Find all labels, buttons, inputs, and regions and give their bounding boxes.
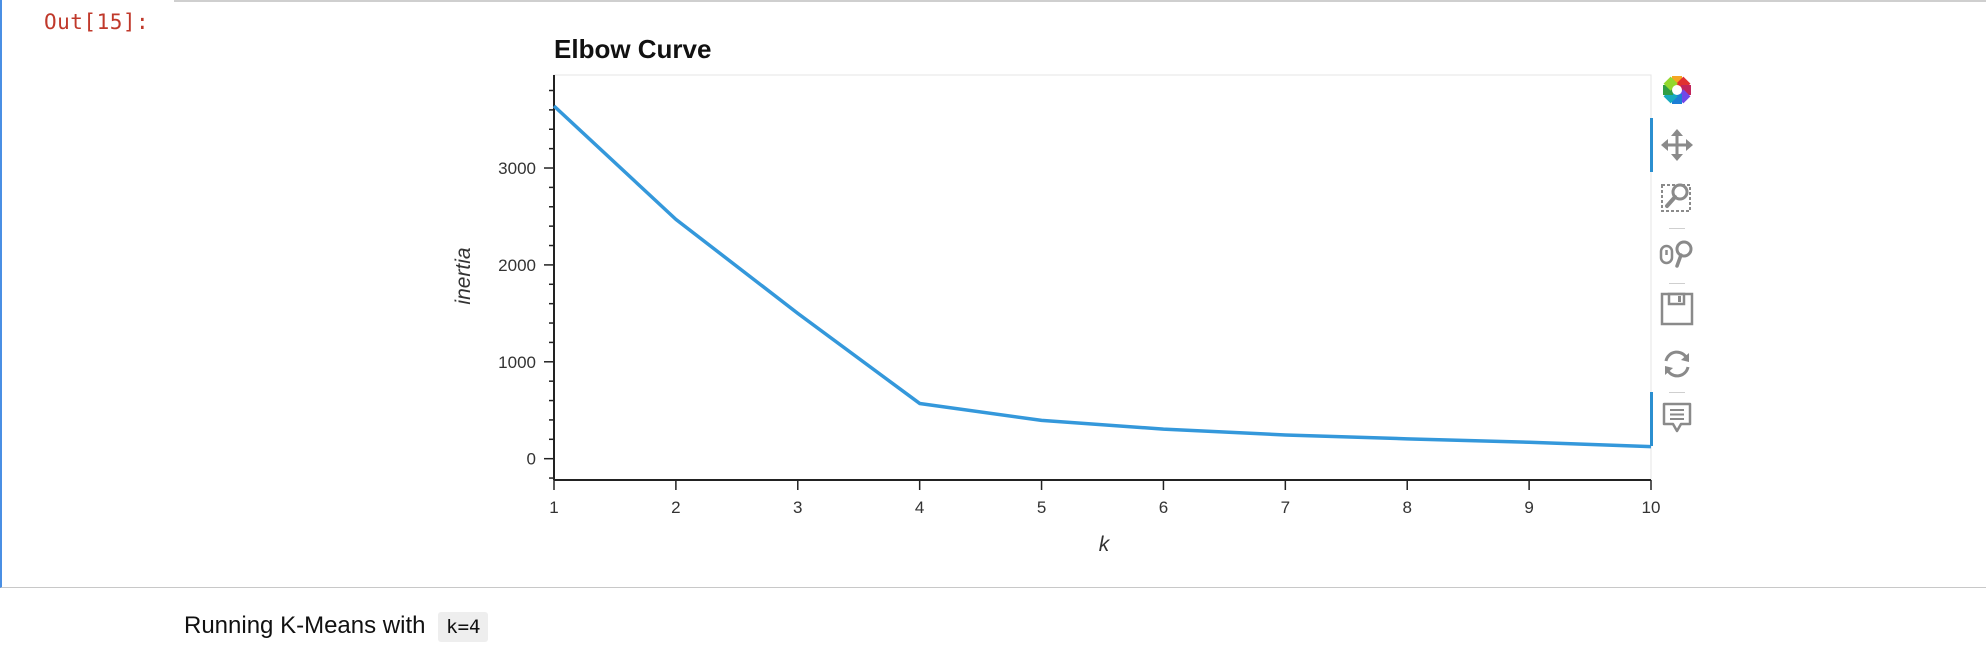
x-axis-label: k bbox=[1099, 533, 1111, 556]
reset-icon[interactable] bbox=[1658, 344, 1696, 384]
active-inspect-indicator bbox=[1650, 392, 1653, 446]
output-prompt: Out[15]: bbox=[44, 10, 150, 34]
active-drag-indicator bbox=[1650, 118, 1653, 172]
x-tick-label: 5 bbox=[1037, 498, 1046, 517]
toolbar-separator bbox=[1669, 392, 1685, 393]
y-tick-label: 3000 bbox=[498, 159, 536, 178]
x-tick-label: 1 bbox=[549, 498, 558, 517]
pan-icon[interactable] bbox=[1658, 125, 1696, 165]
markdown-cell: Running K-Means with k=4 bbox=[184, 612, 489, 642]
toolbar-separator bbox=[1669, 283, 1685, 284]
inline-code: k=4 bbox=[438, 612, 489, 642]
x-axis: 1 2 3 4 5 6 7 8 9 10 bbox=[549, 479, 1661, 517]
data-point bbox=[1527, 440, 1531, 444]
data-point bbox=[674, 217, 678, 221]
y-axis-label: inertia bbox=[452, 247, 475, 304]
x-tick-label: 6 bbox=[1159, 498, 1168, 517]
box-zoom-icon[interactable] bbox=[1658, 177, 1696, 217]
hover-icon[interactable] bbox=[1658, 398, 1696, 438]
data-point bbox=[1161, 427, 1165, 431]
output-area-border bbox=[174, 0, 1986, 2]
chart-title: Elbow Curve bbox=[554, 34, 712, 64]
y-tick-label: 2000 bbox=[498, 256, 536, 275]
toolbar-separator bbox=[1669, 228, 1685, 229]
markdown-text: Running K-Means with bbox=[184, 612, 426, 639]
data-point bbox=[552, 104, 556, 108]
bokeh-logo-icon[interactable] bbox=[1658, 70, 1696, 110]
x-tick-label: 4 bbox=[915, 498, 924, 517]
series-line bbox=[552, 104, 1652, 449]
data-point bbox=[1283, 433, 1287, 437]
data-point bbox=[796, 311, 800, 315]
x-tick-label: 2 bbox=[671, 498, 680, 517]
data-point bbox=[1040, 418, 1044, 422]
y-tick-label: 0 bbox=[527, 450, 536, 469]
x-tick-label: 9 bbox=[1524, 498, 1533, 517]
y-axis: 0 1000 2000 3000 bbox=[498, 75, 555, 480]
data-point bbox=[1405, 437, 1409, 441]
x-tick-label: 8 bbox=[1402, 498, 1411, 517]
wheel-zoom-icon[interactable] bbox=[1658, 234, 1696, 274]
data-point bbox=[918, 401, 922, 405]
x-tick-label: 10 bbox=[1642, 498, 1661, 517]
x-tick-label: 7 bbox=[1281, 498, 1290, 517]
plot-frame bbox=[553, 74, 1652, 481]
y-tick-label: 1000 bbox=[498, 353, 536, 372]
output-cell: Out[15]: Elbow Curve 0 1000 2000 3000 1 2 3 4 5… bbox=[0, 0, 1986, 588]
x-tick-label: 3 bbox=[793, 498, 802, 517]
series-group bbox=[552, 104, 1652, 449]
elbow-chart[interactable]: 0 1000 2000 3000 1 2 3 4 5 6 7 8 9 10 k inertia bbox=[2, 0, 1986, 588]
chart-toolbar bbox=[1642, 66, 1712, 446]
save-icon[interactable] bbox=[1658, 289, 1696, 329]
